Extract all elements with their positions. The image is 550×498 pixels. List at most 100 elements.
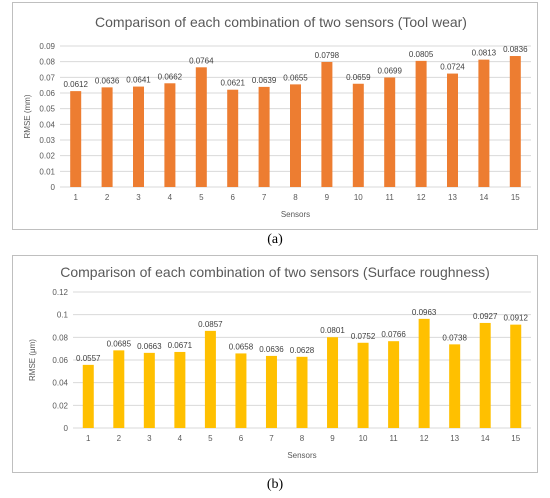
y-axis-title: RMSE (mm) <box>23 94 32 138</box>
y-tick-label: 0.04 <box>39 120 55 129</box>
data-label: 0.0801 <box>320 326 345 335</box>
data-label: 0.0663 <box>137 342 162 351</box>
bar <box>418 318 430 428</box>
x-tick-label: 6 <box>230 193 235 202</box>
bar <box>133 86 144 187</box>
chart-title: Comparison of each combination of two se… <box>60 264 490 280</box>
x-tick-label: 3 <box>147 434 152 443</box>
data-label: 0.0658 <box>229 342 254 351</box>
data-label: 0.0912 <box>503 314 528 323</box>
data-label: 0.0766 <box>381 330 406 339</box>
x-tick-label: 10 <box>354 193 363 202</box>
data-label: 0.0662 <box>158 72 183 81</box>
x-tick-label: 13 <box>448 193 457 202</box>
bar <box>357 342 369 428</box>
data-label: 0.0724 <box>440 63 465 72</box>
y-tick-label: 0.04 <box>52 379 68 388</box>
y-tick-label: 0.09 <box>39 42 55 51</box>
data-label: 0.0857 <box>198 320 223 329</box>
x-tick-label: 2 <box>117 434 122 443</box>
x-tick-label: 7 <box>269 434 274 443</box>
bar <box>235 353 247 428</box>
data-label: 0.0671 <box>168 341 193 350</box>
bar <box>82 364 94 428</box>
data-label: 0.0636 <box>259 345 284 354</box>
bar <box>352 83 364 187</box>
bar <box>174 351 186 428</box>
chart-panel-tool-wear: Comparison of each combination of two se… <box>12 2 538 230</box>
data-label: 0.0813 <box>472 49 497 58</box>
x-tick-label: 9 <box>325 193 330 202</box>
y-tick-label: 0.05 <box>39 105 55 114</box>
x-tick-label: 1 <box>73 193 78 202</box>
data-label: 0.0621 <box>220 79 245 88</box>
bar <box>327 337 339 428</box>
chart-panel-surface-roughness: Comparison of each combination of two se… <box>12 255 538 473</box>
x-tick-label: 15 <box>511 193 520 202</box>
x-tick-label: 11 <box>386 193 395 202</box>
data-label: 0.0927 <box>473 312 498 321</box>
x-tick-label: 8 <box>293 193 298 202</box>
x-tick-label: 11 <box>389 434 398 443</box>
data-label: 0.0685 <box>107 339 132 348</box>
x-tick-label: 4 <box>168 193 173 202</box>
y-tick-label: 0.1 <box>57 311 69 320</box>
y-tick-label: 0.08 <box>52 333 68 342</box>
x-tick-label: 1 <box>86 434 91 443</box>
bar <box>164 83 176 187</box>
chart-tool-wear: Comparison of each combination of two se… <box>23 14 531 219</box>
chart-title: Comparison of each combination of two se… <box>95 14 467 30</box>
bar <box>227 89 239 187</box>
bar <box>70 91 82 187</box>
bar <box>415 60 427 188</box>
bar <box>113 350 125 428</box>
x-tick-label: 14 <box>479 193 488 202</box>
data-label: 0.0805 <box>409 50 434 59</box>
bar <box>478 59 490 187</box>
x-tick-label: 3 <box>136 193 141 202</box>
x-tick-label: 12 <box>417 193 426 202</box>
x-tick-label: 8 <box>300 434 305 443</box>
bar <box>258 86 270 187</box>
data-label: 0.0628 <box>290 346 315 355</box>
caption-b: (b) <box>266 477 284 492</box>
x-tick-label: 9 <box>330 434 335 443</box>
x-tick-label: 10 <box>359 434 368 443</box>
y-tick-label: 0.02 <box>39 152 55 161</box>
x-tick-label: 4 <box>178 434 183 443</box>
data-label: 0.0836 <box>503 45 528 54</box>
bar <box>296 356 308 428</box>
y-tick-label: 0.12 <box>52 288 68 297</box>
data-label: 0.0738 <box>442 333 467 342</box>
bar <box>265 355 277 428</box>
bar <box>510 324 522 428</box>
x-axis-title: Sensors <box>287 451 316 460</box>
bar <box>388 341 400 428</box>
chart-surface-roughness: Comparison of each combination of two se… <box>28 264 531 460</box>
y-axis-title: RMSE (μm) <box>28 339 37 381</box>
data-label: 0.0798 <box>315 51 340 60</box>
y-tick-label: 0 <box>51 183 56 192</box>
y-tick-label: 0.02 <box>52 401 68 410</box>
data-label: 0.0764 <box>189 56 214 65</box>
x-axis-title: Sensors <box>281 210 310 219</box>
data-label: 0.0699 <box>377 66 402 75</box>
caption-a: (a) <box>267 232 283 247</box>
data-label: 0.0557 <box>76 354 101 363</box>
x-tick-label: 7 <box>262 193 267 202</box>
data-label: 0.0636 <box>95 76 120 85</box>
data-label: 0.0639 <box>252 76 277 85</box>
x-tick-label: 5 <box>208 434 213 443</box>
x-tick-label: 14 <box>481 434 490 443</box>
y-tick-label: 0.07 <box>39 73 55 82</box>
y-tick-label: 0.06 <box>39 89 55 98</box>
bar <box>290 84 301 187</box>
x-tick-label: 13 <box>450 434 459 443</box>
bar <box>195 67 207 187</box>
bar <box>101 87 113 187</box>
data-label: 0.0752 <box>351 332 376 341</box>
data-label: 0.0612 <box>63 80 88 89</box>
bar <box>321 61 333 188</box>
bar <box>509 56 521 187</box>
x-tick-label: 5 <box>199 193 204 202</box>
